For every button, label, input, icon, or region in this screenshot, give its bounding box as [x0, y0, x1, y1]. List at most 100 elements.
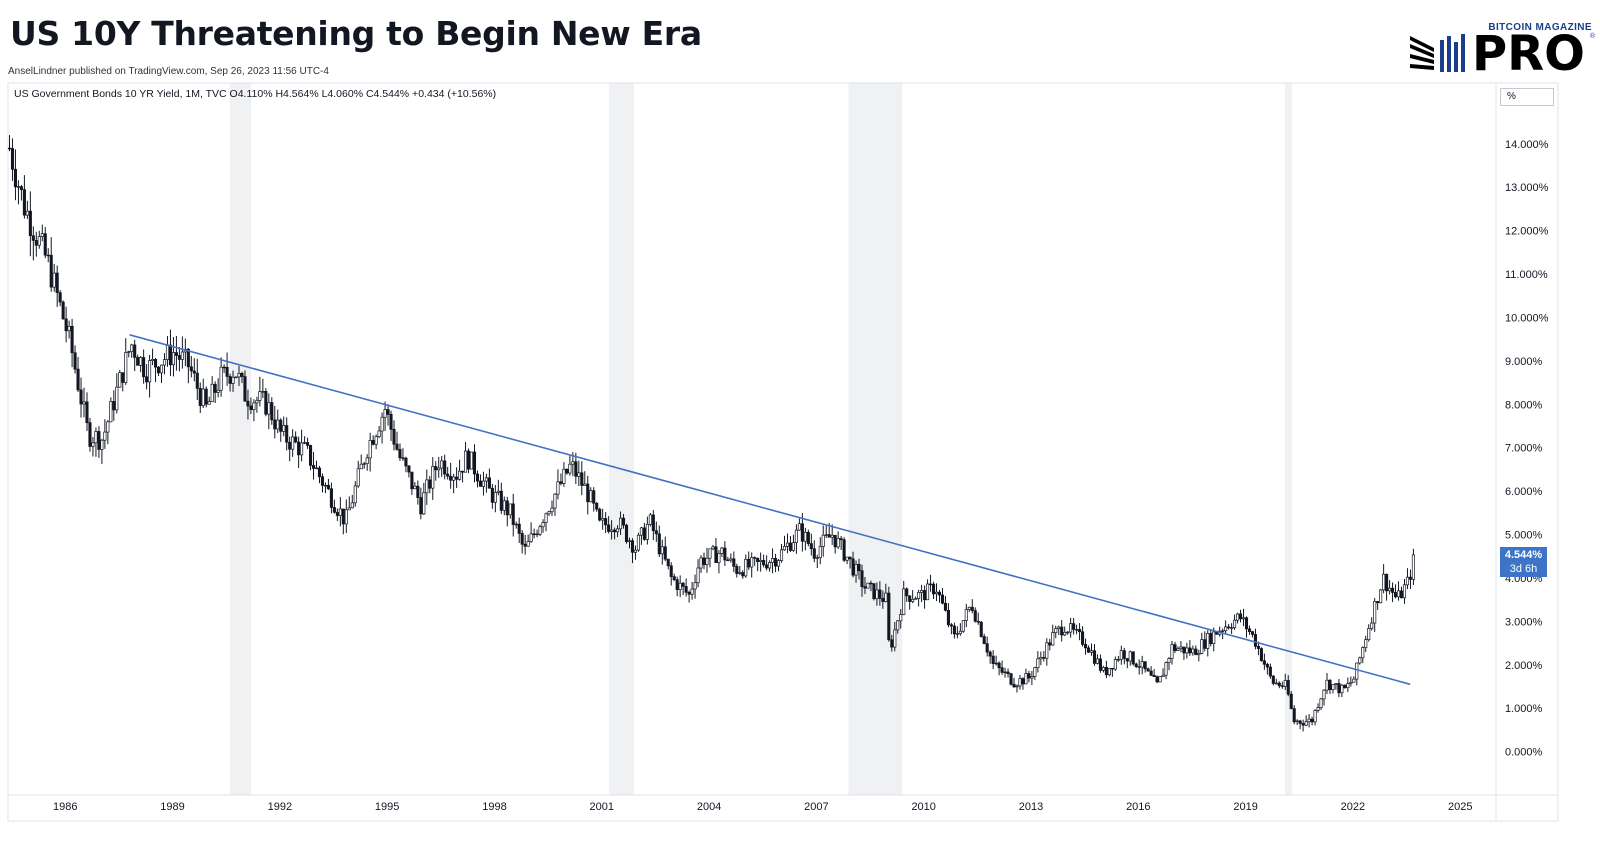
candle-body: [1396, 590, 1401, 598]
candle-body: [574, 461, 578, 477]
candle-body: [1119, 650, 1123, 660]
candle-body: [979, 621, 983, 637]
candle-body: [419, 497, 423, 515]
candles: [7, 135, 1415, 732]
candle-body: [1092, 650, 1097, 664]
candle-body: [1101, 667, 1105, 671]
candle-body: [550, 507, 554, 513]
plot-border: [7, 82, 1559, 822]
x-tick-label: 1989: [160, 801, 184, 813]
y-tick-label: 3.000%: [1505, 616, 1543, 628]
candle-body: [1170, 644, 1174, 659]
candle-body: [177, 355, 181, 360]
candle-body: [88, 422, 92, 447]
candle-body: [422, 492, 426, 515]
candle-body: [1131, 651, 1135, 665]
candle-body: [201, 388, 205, 406]
candle-body: [937, 591, 942, 596]
candle-body: [210, 383, 214, 402]
candle-body: [1236, 613, 1240, 621]
candle-body: [291, 436, 295, 450]
candle-body: [1224, 626, 1228, 632]
candle-body: [1167, 658, 1171, 664]
last-price-value: 4.544%: [1504, 549, 1543, 561]
candle-body: [926, 583, 930, 601]
candle-body: [204, 388, 208, 405]
candle-body: [392, 428, 396, 445]
candle-body: [750, 557, 754, 568]
candle-body: [1122, 650, 1126, 659]
candle-body: [490, 487, 494, 503]
candle-body: [729, 558, 733, 561]
candle-body: [923, 590, 927, 601]
candle-body: [118, 372, 122, 388]
candle-body: [79, 389, 83, 405]
candle-body: [195, 372, 199, 389]
candle-body: [595, 502, 599, 510]
candle-body: [1238, 613, 1243, 620]
candle-body: [660, 546, 664, 555]
candle-body: [738, 572, 742, 574]
candle-body: [398, 448, 402, 459]
candle-body: [1286, 680, 1290, 695]
candle-body: [285, 425, 289, 443]
candle-body: [303, 442, 307, 444]
candle-body: [151, 359, 155, 361]
candle-body: [556, 481, 560, 495]
candle-body: [1358, 657, 1362, 664]
candle-body: [1072, 623, 1076, 630]
candle-body: [520, 533, 524, 545]
candle-body: [696, 567, 700, 584]
candle-body: [523, 543, 527, 547]
candle-body: [97, 431, 101, 450]
y-tick-label: 5.000%: [1505, 530, 1543, 542]
candle-body: [267, 402, 271, 415]
candle-body: [1089, 650, 1094, 653]
candle-body: [413, 485, 417, 490]
candle-body: [902, 588, 906, 615]
candle-body: [607, 524, 611, 532]
candle-body: [481, 480, 485, 487]
candle-body: [517, 523, 521, 534]
candle-body: [100, 439, 104, 450]
candle-body: [1009, 673, 1013, 685]
candle-body: [854, 563, 858, 576]
candle-body: [1399, 590, 1404, 599]
candle-body: [329, 488, 333, 508]
candle-body: [976, 620, 980, 623]
candle-body: [884, 592, 888, 602]
candle-body: [28, 210, 32, 237]
candle-body: [1140, 661, 1144, 668]
candle-body: [1146, 668, 1150, 672]
candle-body: [675, 579, 679, 590]
candle-body: [37, 236, 41, 246]
candle-body: [1379, 589, 1383, 604]
candle-body: [1185, 647, 1189, 654]
candle-body: [592, 490, 596, 504]
candle-body: [866, 582, 870, 589]
candle-body: [103, 431, 107, 441]
candle-body: [270, 402, 274, 421]
candle-body: [1069, 623, 1073, 633]
candle-body: [753, 557, 757, 559]
candle-body: [604, 518, 608, 526]
candle-body: [386, 409, 390, 415]
candle-body: [1373, 601, 1377, 624]
candle-body: [294, 436, 298, 443]
candle-body: [1155, 676, 1159, 683]
candle-body: [10, 148, 15, 170]
candle-body: [112, 401, 116, 411]
candle-body: [472, 451, 477, 475]
candle-body: [1289, 693, 1293, 709]
candle-body: [1063, 632, 1067, 636]
candle-body: [1367, 628, 1371, 640]
unit-selector[interactable]: %: [1500, 88, 1554, 106]
candle-body: [917, 592, 921, 599]
candle-body: [1173, 644, 1177, 651]
candle-body: [535, 533, 539, 536]
candle-body: [765, 564, 769, 569]
candle-body: [76, 368, 80, 391]
candle-body: [875, 589, 879, 600]
candle-body: [437, 467, 441, 471]
